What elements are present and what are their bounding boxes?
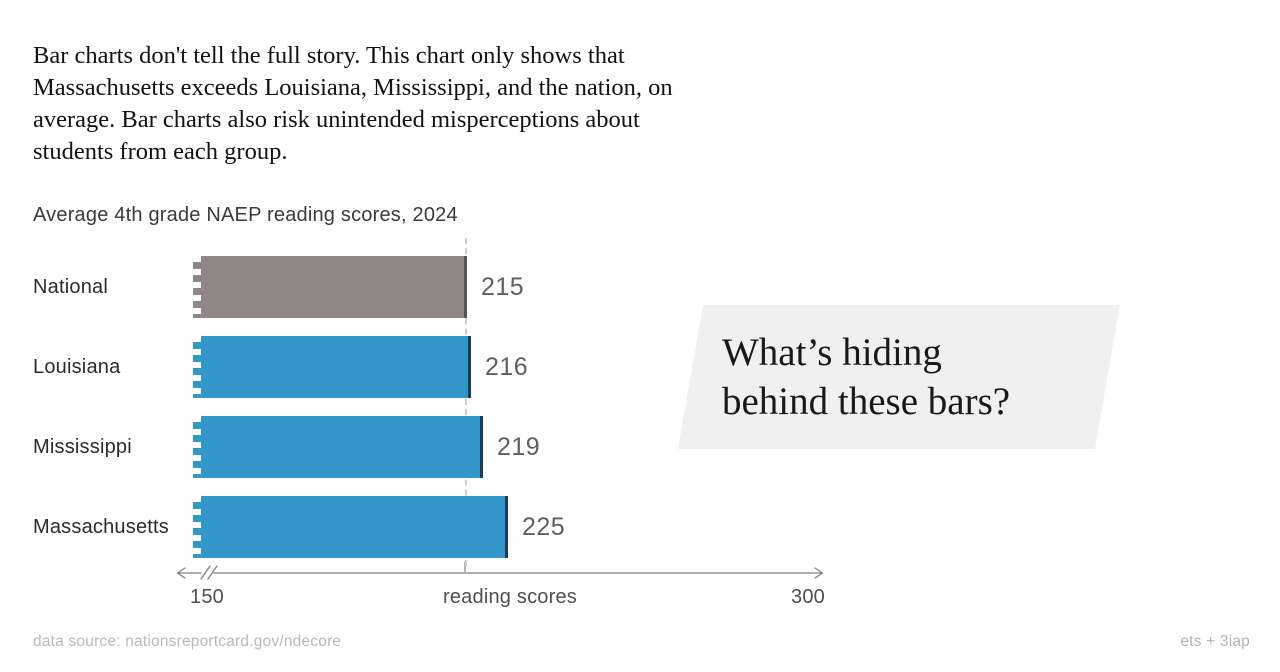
value-label: 219: [497, 432, 541, 461]
bar: [193, 416, 483, 478]
header-paragraph: Bar charts don't tell the full story. Th…: [33, 40, 673, 168]
header-line: Bar charts don't tell the full story. Th…: [33, 42, 625, 69]
reference-line: [465, 238, 467, 566]
axis-break-teeth: [193, 496, 201, 558]
callout-text: What’s hiding behind these bars?: [722, 328, 1010, 426]
author-credit: ets + 3iap: [1180, 633, 1250, 650]
axis-break-slash: [200, 565, 211, 580]
callout-banner: What’s hiding behind these bars?: [678, 305, 1120, 449]
axis-arrow-left: [176, 567, 186, 579]
header-line: average. Bar charts also risk unintended…: [33, 106, 640, 133]
category-label: National: [33, 275, 108, 298]
axis-break-teeth: [193, 256, 201, 318]
value-label: 215: [481, 272, 525, 301]
axis-arrow-right: [814, 567, 824, 579]
value-label: 225: [522, 512, 566, 541]
axis-break-slash: [207, 565, 218, 580]
header-line: Massachusetts exceeds Louisiana, Mississ…: [33, 74, 673, 101]
data-source-credit: data source: nationsreportcard.gov/ndeco…: [33, 633, 342, 650]
x-tick-label-min: 150: [190, 586, 224, 608]
axis-break-teeth: [193, 416, 201, 478]
x-tick-label-max: 300: [791, 586, 825, 608]
bar: [193, 336, 471, 398]
x-axis-graphic: [176, 562, 824, 580]
category-label: Massachusetts: [33, 515, 169, 538]
bar: [193, 256, 467, 318]
x-axis-title: reading scores: [443, 586, 577, 608]
category-label: Mississippi: [33, 435, 132, 458]
callout-line: What’s hiding: [722, 331, 942, 374]
chart-title: Average 4th grade NAEP reading scores, 2…: [33, 204, 458, 226]
bar: [193, 496, 508, 558]
callout-line: behind these bars?: [722, 380, 1011, 423]
axis-break-teeth: [193, 336, 201, 398]
category-label: Louisiana: [33, 355, 121, 378]
header-line: students from each group.: [33, 138, 288, 165]
value-label: 216: [485, 352, 529, 381]
